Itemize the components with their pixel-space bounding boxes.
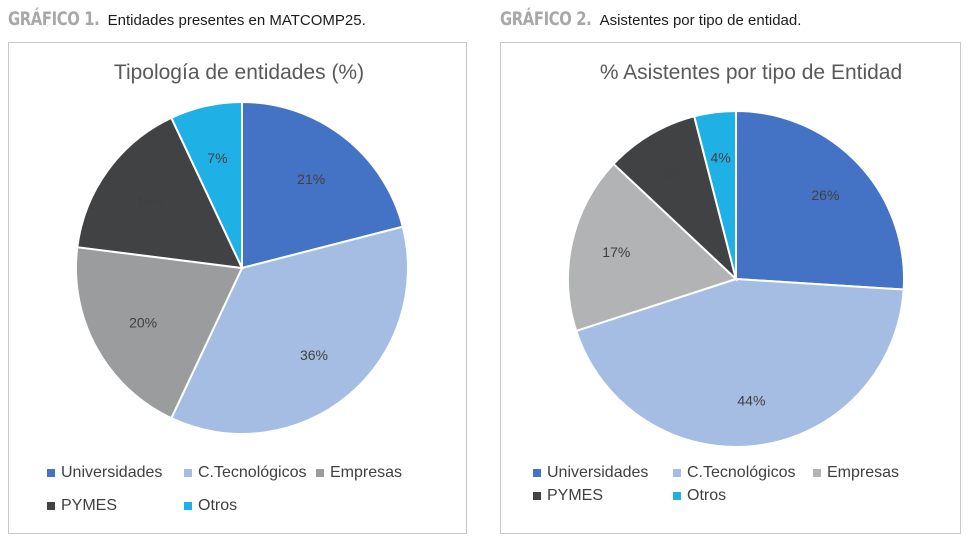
caption-1-number: GRÁFICO 1.	[8, 8, 100, 30]
pie-1-slice-pymes	[76, 116, 244, 270]
legend-1-swatch-c-tecnologicos	[184, 469, 192, 477]
chart-panel-1: Tipología de entidades (%) 21% 36% 20% 16% 7…	[8, 42, 467, 534]
caption-1: GRÁFICO 1. Entidades presentes en MATCOM…	[8, 8, 366, 32]
pie-2-label-pymes: 9%	[663, 165, 683, 181]
legend-1-swatch-pymes	[47, 502, 55, 510]
legend-1-swatch-otros	[184, 502, 192, 510]
legend-2-label-pymes: PYMES	[547, 487, 603, 504]
legend-1-label-c-tecnologicos: C.Tecnológicos	[198, 464, 307, 481]
pie-2-label-c-tecnologicos: 44%	[737, 393, 765, 409]
pie-2-label-universidades: 26%	[811, 187, 839, 203]
caption-2: GRÁFICO 2. Asistentes por tipo de entida…	[500, 8, 801, 32]
pie-2-slice-otros	[693, 109, 737, 280]
pie-1-slice-c-tecnologicos	[169, 225, 409, 435]
legend-2-swatch-c-tecnologicos	[673, 469, 681, 477]
pie-1-slice-otros	[169, 100, 243, 269]
legend-2-swatch-otros	[673, 492, 681, 500]
pie-2-slice-universidades	[735, 109, 906, 291]
pie-1-slice-empresas	[75, 246, 244, 420]
pie-1-label-c-tecnologicos: 36%	[300, 347, 328, 363]
pie-2-label-otros: 4%	[710, 149, 730, 165]
pie-2-slice-empresas	[566, 162, 738, 333]
chart-2-title: % Asistentes por tipo de Entidad	[600, 61, 902, 84]
pie-2-label-empresas: 17%	[602, 244, 630, 260]
legend-2-label-otros: Otros	[687, 487, 726, 504]
caption-2-text: Asistentes por tipo de entidad.	[599, 12, 802, 29]
pie-1-label-empresas: 20%	[129, 314, 157, 330]
legend-1-label-universidades: Universidades	[61, 464, 162, 481]
legend-2-swatch-pymes	[533, 492, 541, 500]
chart-1-title: Tipología de entidades (%)	[114, 61, 364, 84]
pie-chart-2: % Asistentes por tipo de Entidad 26% 44% 1…	[533, 61, 906, 504]
caption-2-number: GRÁFICO 2.	[500, 8, 592, 30]
legend-1-label-pymes: PYMES	[61, 497, 117, 514]
pie-chart-1: Tipología de entidades (%) 21% 36% 20% 16% 7…	[47, 61, 409, 514]
caption-1-text: Entidades presentes en MATCOMP25.	[107, 12, 366, 29]
legend-2-swatch-universidades	[533, 469, 541, 477]
legend-1-swatch-empresas	[316, 469, 324, 477]
pie-1-label-otros: 7%	[207, 150, 227, 166]
legend-1-label-otros: Otros	[198, 497, 237, 514]
chart-panel-2: % Asistentes por tipo de Entidad 26% 44% 1…	[500, 42, 961, 534]
legend-2-label-empresas: Empresas	[827, 464, 899, 481]
pie-1-slice-universidades	[241, 100, 404, 270]
legend-1-swatch-universidades	[47, 469, 55, 477]
pie-2-slice-pymes	[612, 115, 738, 283]
legend-2-label-c-tecnologicos: C.Tecnológicos	[687, 464, 796, 481]
legend-2-swatch-empresas	[813, 469, 821, 477]
legend-1-label-empresas: Empresas	[330, 464, 402, 481]
pie-1-label-pymes: 16%	[137, 194, 165, 210]
pie-1-label-universidades: 21%	[297, 171, 325, 187]
pie-2-slice-c-tecnologicos	[574, 277, 905, 449]
legend-2-label-universidades: Universidades	[547, 464, 648, 481]
